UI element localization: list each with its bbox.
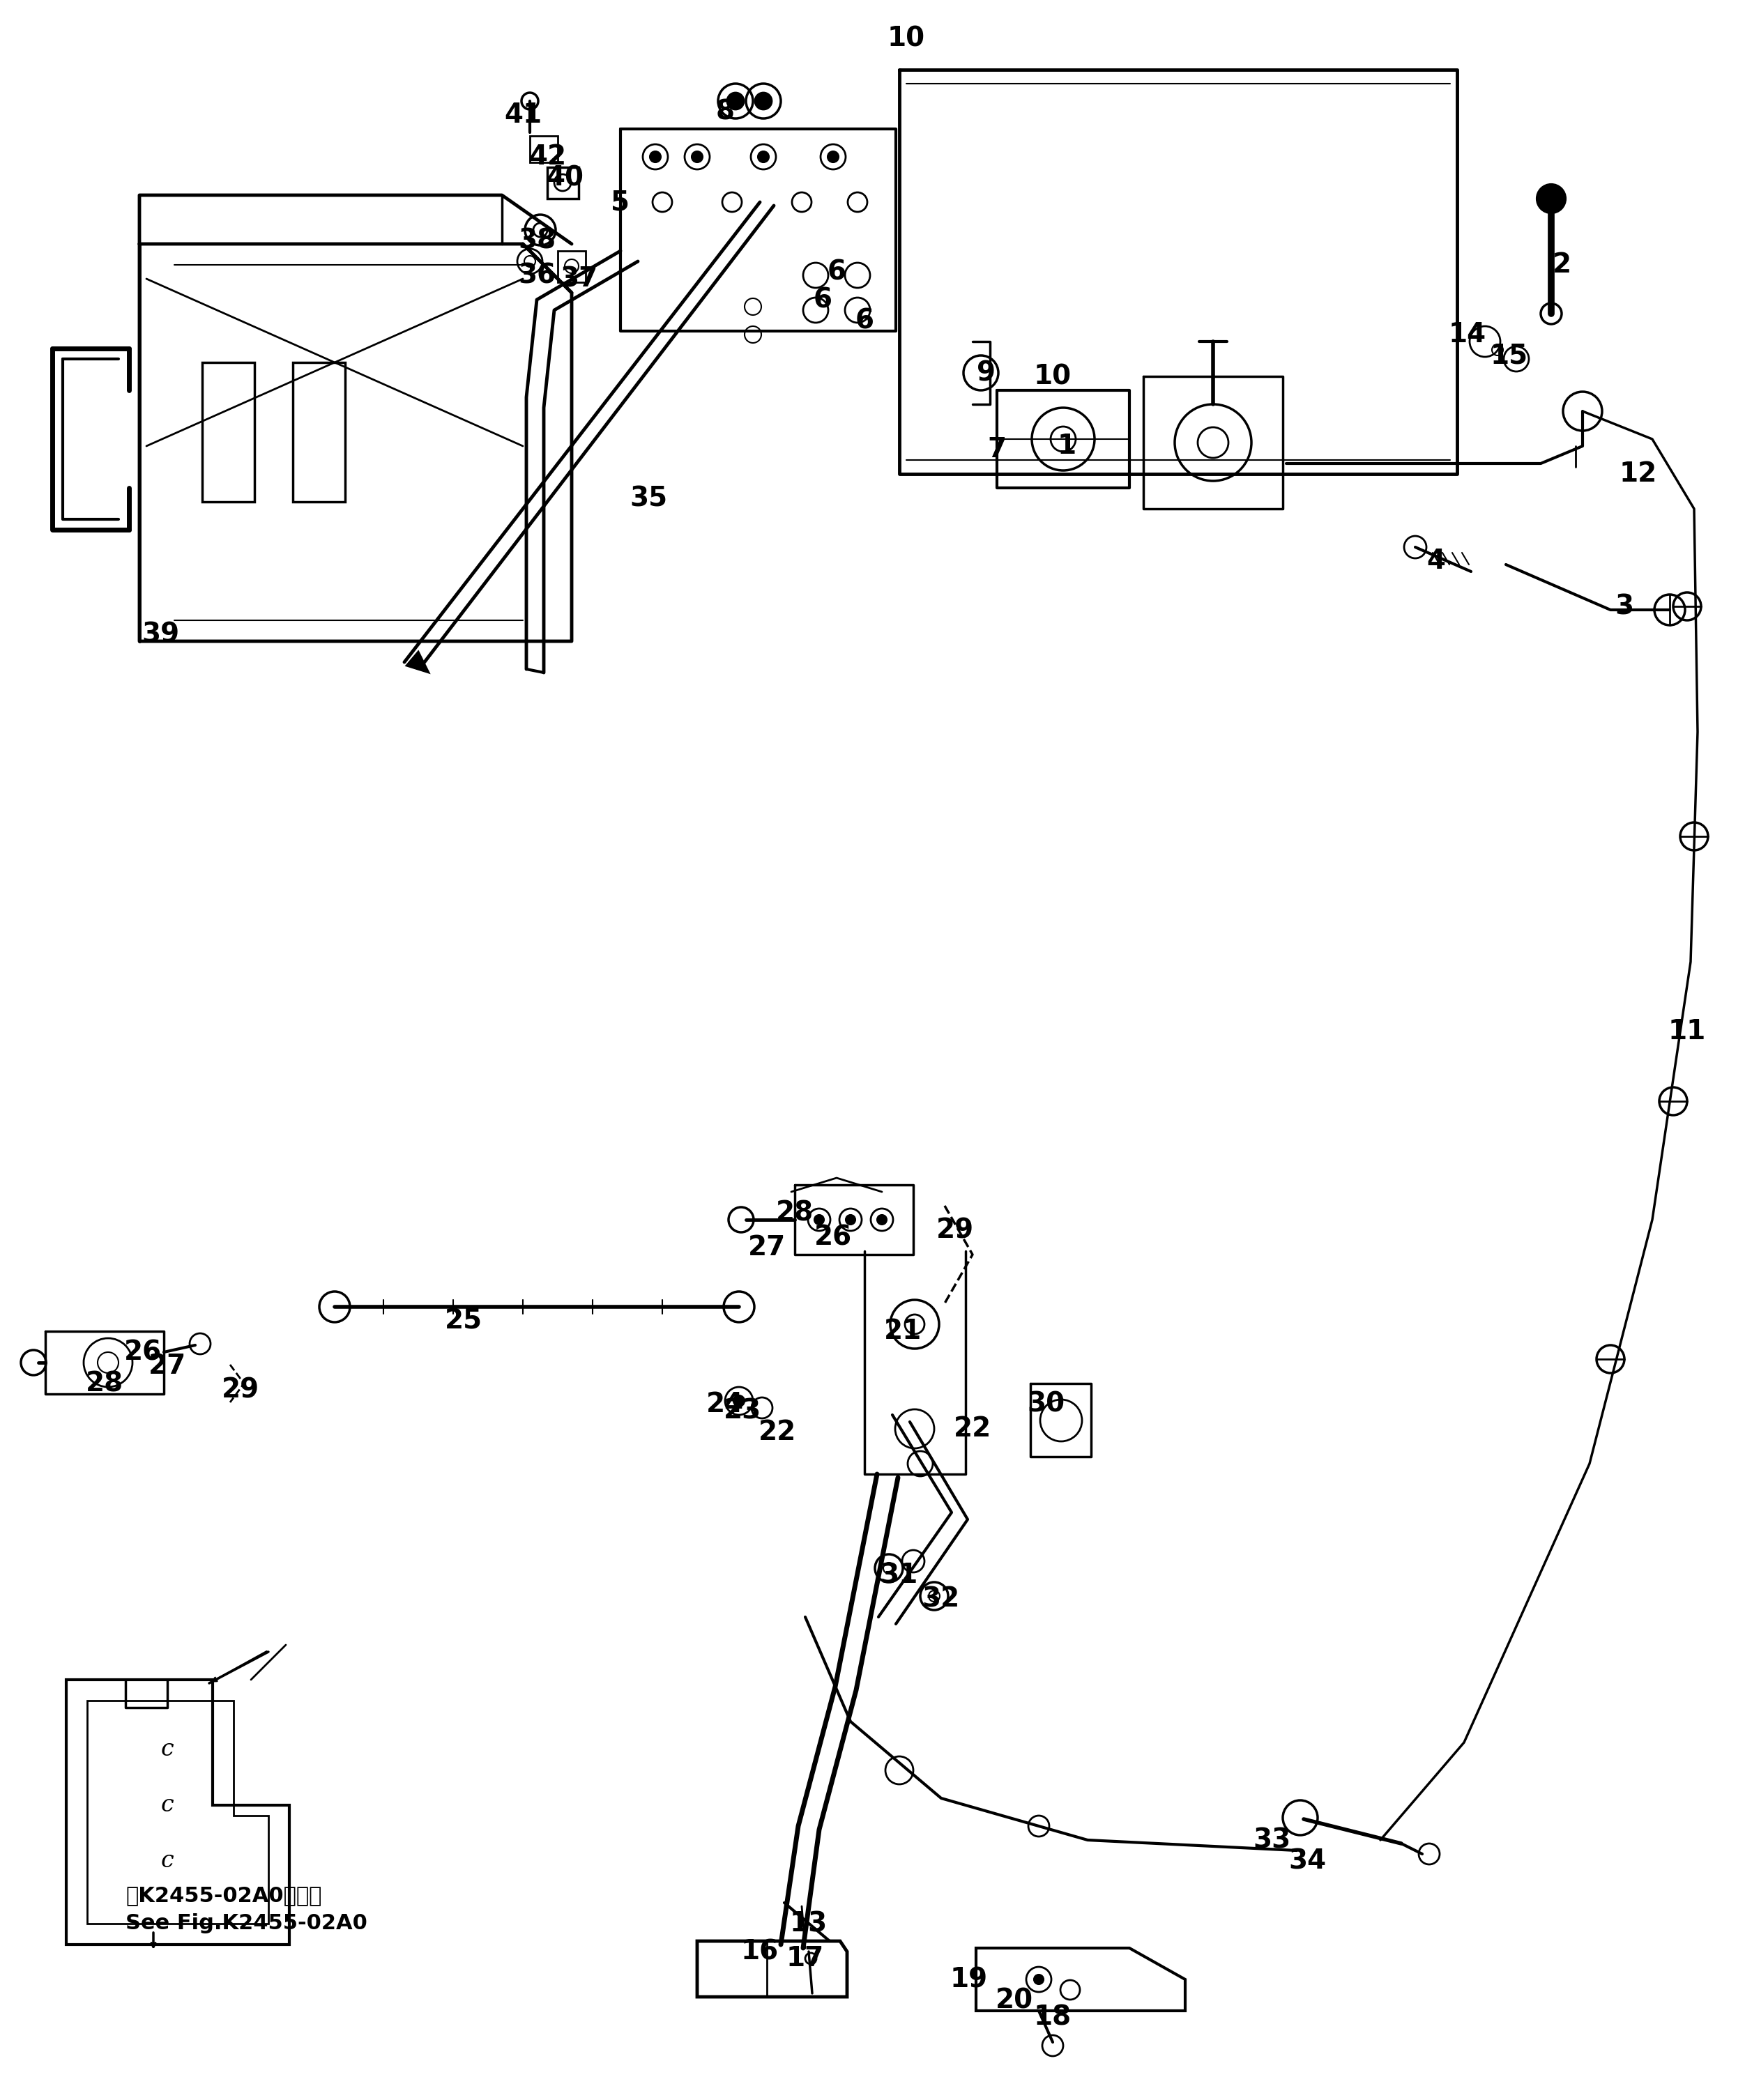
Circle shape	[1537, 185, 1565, 212]
Bar	[293, 363, 346, 502]
Bar	[202, 363, 255, 502]
Text: 2: 2	[1553, 252, 1571, 277]
Text: 38: 38	[518, 227, 555, 254]
Text: 37: 37	[560, 265, 597, 292]
Text: 8: 8	[715, 99, 735, 124]
Bar	[548, 168, 579, 200]
Text: 第K2455-02A0図参照: 第K2455-02A0図参照	[126, 1886, 321, 1907]
Text: 28: 28	[86, 1371, 124, 1396]
Text: 17: 17	[787, 1945, 824, 1972]
Text: 6: 6	[855, 307, 874, 334]
Text: 6: 6	[813, 286, 832, 313]
Text: 24: 24	[707, 1390, 743, 1418]
Text: 39: 39	[141, 622, 180, 647]
Text: 42: 42	[529, 143, 565, 170]
Text: 20: 20	[995, 1987, 1033, 2014]
Text: c: c	[161, 1739, 174, 1760]
Text: 3: 3	[1614, 592, 1633, 620]
Text: 9: 9	[977, 359, 996, 386]
Bar	[558, 250, 586, 281]
Text: 10: 10	[888, 25, 925, 53]
Polygon shape	[407, 651, 429, 672]
Text: 31: 31	[881, 1562, 918, 1588]
Text: 7: 7	[988, 437, 1007, 462]
Text: 35: 35	[630, 485, 667, 512]
Text: 22: 22	[759, 1420, 796, 1445]
Text: 21: 21	[885, 1319, 921, 1344]
Text: 14: 14	[1448, 321, 1487, 349]
Text: 27: 27	[148, 1352, 187, 1380]
Text: 32: 32	[923, 1586, 960, 1613]
Text: 25: 25	[445, 1308, 482, 1334]
Bar	[530, 136, 558, 162]
Circle shape	[649, 151, 661, 162]
Circle shape	[846, 1214, 855, 1224]
Text: 13: 13	[790, 1911, 827, 1936]
Text: 41: 41	[504, 101, 541, 128]
Text: 1: 1	[1057, 433, 1077, 460]
Text: 29: 29	[937, 1216, 974, 1243]
Text: 26: 26	[124, 1340, 162, 1365]
Text: 27: 27	[749, 1235, 785, 1260]
Circle shape	[1033, 1974, 1044, 1984]
Text: c: c	[161, 1793, 174, 1816]
Text: 4: 4	[1427, 548, 1445, 573]
Circle shape	[691, 151, 703, 162]
Circle shape	[728, 92, 743, 109]
Text: 26: 26	[815, 1224, 852, 1250]
Text: 36: 36	[518, 262, 555, 288]
Text: 30: 30	[1026, 1390, 1064, 1418]
Text: 10: 10	[1033, 363, 1071, 391]
Text: c: c	[161, 1850, 174, 1871]
Text: 19: 19	[951, 1966, 988, 1993]
Circle shape	[815, 1214, 824, 1224]
Text: 18: 18	[1033, 2006, 1071, 2031]
Text: 5: 5	[611, 189, 630, 216]
Text: 34: 34	[1288, 1848, 1326, 1873]
Text: 22: 22	[953, 1415, 991, 1443]
Text: 29: 29	[222, 1378, 260, 1403]
Circle shape	[827, 151, 839, 162]
Text: 12: 12	[1619, 460, 1658, 487]
Text: 28: 28	[777, 1199, 813, 1226]
Text: See Fig.K2455-02A0: See Fig.K2455-02A0	[126, 1913, 366, 1934]
Text: 40: 40	[546, 164, 583, 191]
Text: 23: 23	[724, 1399, 761, 1424]
Circle shape	[733, 1394, 745, 1407]
Text: 16: 16	[742, 1938, 778, 1966]
Text: 6: 6	[827, 258, 846, 286]
Text: 15: 15	[1490, 342, 1529, 370]
Circle shape	[756, 92, 771, 109]
Circle shape	[757, 151, 770, 162]
Text: 33: 33	[1253, 1827, 1291, 1854]
Circle shape	[878, 1214, 886, 1224]
Text: 11: 11	[1668, 1019, 1707, 1046]
